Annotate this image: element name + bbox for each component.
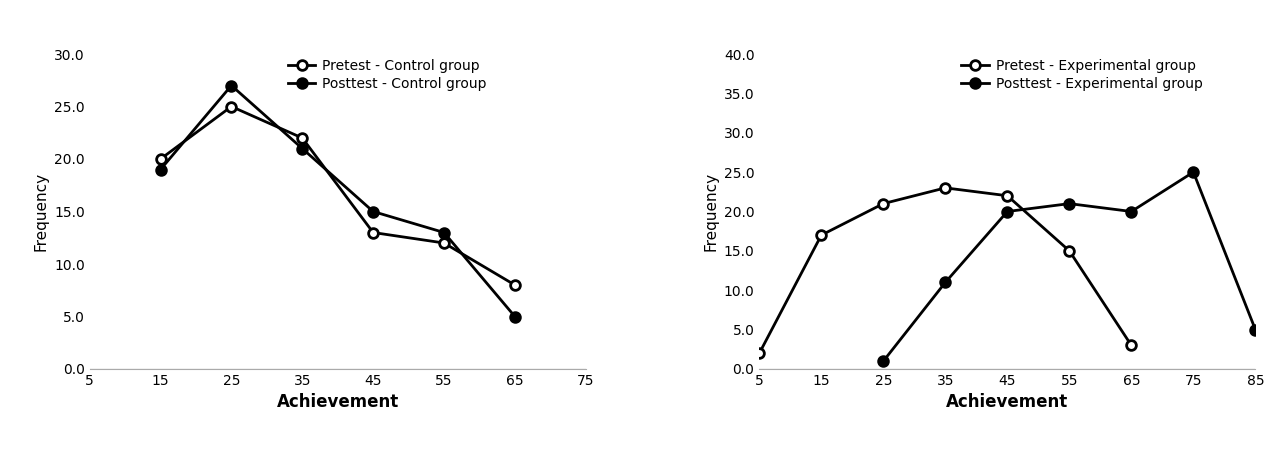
Posttest - Control group xyxy=(152,167,168,172)
Posttest - Experimental group xyxy=(1248,327,1263,332)
Posttest - Control group xyxy=(295,146,310,151)
Pretest - Experimental group xyxy=(752,351,767,356)
X-axis label: Achievement: Achievement xyxy=(947,393,1068,411)
Pretest - Control group xyxy=(437,240,452,246)
Posttest - Control group xyxy=(437,230,452,235)
Pretest - Control group xyxy=(507,282,523,288)
Legend: Pretest - Control group, Posttest - Control group: Pretest - Control group, Posttest - Cont… xyxy=(283,54,491,95)
Pretest - Experimental group xyxy=(876,201,892,206)
Pretest - Control group xyxy=(224,104,240,109)
Pretest - Control group xyxy=(365,230,380,235)
Y-axis label: Frequency: Frequency xyxy=(33,172,49,251)
Posttest - Control group xyxy=(224,83,240,88)
Line: Pretest - Control group: Pretest - Control group xyxy=(156,102,520,290)
Posttest - Experimental group xyxy=(1123,209,1139,214)
Pretest - Control group xyxy=(152,156,168,162)
Posttest - Experimental group xyxy=(1062,201,1077,206)
Pretest - Experimental group xyxy=(938,185,953,191)
Legend: Pretest - Experimental group, Posttest - Experimental group: Pretest - Experimental group, Posttest -… xyxy=(957,54,1207,95)
X-axis label: Achievement: Achievement xyxy=(277,393,398,411)
Pretest - Experimental group xyxy=(999,193,1015,198)
Y-axis label: Frequency: Frequency xyxy=(703,172,719,251)
Posttest - Control group xyxy=(365,209,380,214)
Line: Posttest - Experimental group: Posttest - Experimental group xyxy=(879,167,1261,366)
Posttest - Experimental group xyxy=(1186,169,1202,175)
Line: Pretest - Experimental group: Pretest - Experimental group xyxy=(755,183,1136,358)
Pretest - Experimental group xyxy=(1062,248,1077,253)
Line: Posttest - Control group: Posttest - Control group xyxy=(156,81,520,321)
Pretest - Experimental group xyxy=(813,232,829,238)
Pretest - Experimental group xyxy=(1123,343,1139,348)
Posttest - Control group xyxy=(507,314,523,319)
Posttest - Experimental group xyxy=(876,358,892,364)
Posttest - Experimental group xyxy=(999,209,1015,214)
Posttest - Experimental group xyxy=(938,279,953,285)
Pretest - Control group xyxy=(295,135,310,141)
